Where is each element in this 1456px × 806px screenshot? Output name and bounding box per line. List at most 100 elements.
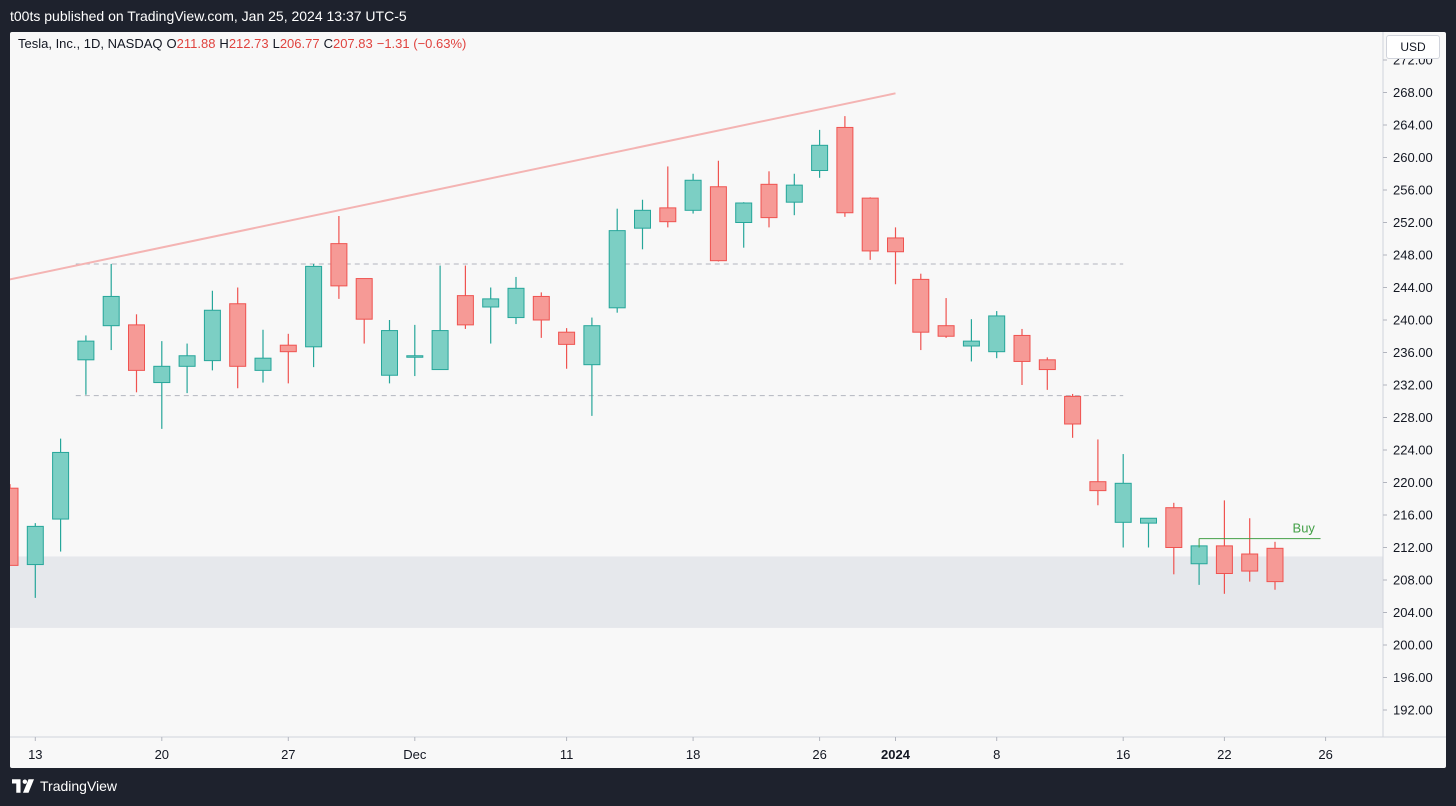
chart-panel[interactable]: Buy 272.00 268.00 264.00 260.00 256.00 252.00 2… xyxy=(10,32,1446,768)
legend-change: −1.31 (−0.63%) xyxy=(376,36,467,51)
trendline xyxy=(10,92,896,281)
candle-down xyxy=(1266,547,1284,583)
candle-up xyxy=(634,209,651,229)
price-tick-label: 220.00 xyxy=(1393,475,1433,490)
candle-down xyxy=(10,487,19,566)
candle-up xyxy=(431,330,449,371)
candle-up xyxy=(305,265,323,348)
time-tick-label: 26 xyxy=(1318,747,1332,762)
price-tick-label: 260.00 xyxy=(1393,150,1433,165)
candle-down xyxy=(912,278,930,333)
legend-close-label: C xyxy=(323,36,333,51)
price-tick-label: 208.00 xyxy=(1393,573,1433,588)
candle-down xyxy=(1013,334,1031,362)
candle-down xyxy=(558,331,576,345)
candle-up xyxy=(26,525,44,566)
time-tick-label: 20 xyxy=(155,747,169,762)
candle-up xyxy=(102,295,120,327)
candle-down xyxy=(1165,507,1183,548)
price-tick-label: 232.00 xyxy=(1393,378,1433,393)
candle-down xyxy=(760,183,778,219)
candle-up xyxy=(1114,482,1132,523)
candle-down xyxy=(1038,359,1056,371)
price-tick-label: 224.00 xyxy=(1393,443,1433,458)
candle-down xyxy=(887,237,904,253)
candle-up xyxy=(962,340,980,347)
candle-up xyxy=(178,355,196,367)
candle-up xyxy=(507,287,525,319)
candle-up xyxy=(608,230,626,309)
brand-name: TradingView xyxy=(40,778,118,794)
legend-open-label: O xyxy=(166,36,177,51)
time-tick-label: Dec xyxy=(403,747,427,762)
candle-down xyxy=(1215,545,1233,574)
legend-high-label: H xyxy=(219,36,229,51)
legend-low-label: L xyxy=(272,36,280,51)
candle-down xyxy=(229,303,247,367)
candle-up xyxy=(1190,545,1208,565)
candle-up xyxy=(77,340,95,361)
legend-close-value: 207.83 xyxy=(332,36,373,51)
candle-up xyxy=(482,298,500,308)
footer-bar: TradingView xyxy=(0,768,1456,806)
candle-up xyxy=(153,365,171,384)
candle-down xyxy=(1241,553,1259,572)
legend-open-value: 211.88 xyxy=(176,36,216,51)
candle-up xyxy=(583,325,601,366)
publish-header: t00ts published on TradingView.com, Jan … xyxy=(10,8,407,24)
price-tick-label: 268.00 xyxy=(1393,85,1433,100)
price-tick-label: 216.00 xyxy=(1393,508,1433,523)
candle-up xyxy=(406,355,424,358)
price-tick-label: 248.00 xyxy=(1393,248,1433,263)
currency-button[interactable]: USD xyxy=(1386,35,1440,59)
candle-up xyxy=(735,202,753,223)
demand-zone xyxy=(10,556,1383,628)
time-tick-label: 2024 xyxy=(881,747,911,762)
candle-down xyxy=(659,207,677,223)
price-tick-label: 200.00 xyxy=(1393,638,1433,653)
candle-down xyxy=(836,126,854,214)
time-tick-label: 13 xyxy=(28,747,42,762)
price-tick-label: 204.00 xyxy=(1393,605,1433,620)
tradingview-brand[interactable]: TradingView xyxy=(12,778,117,794)
candle-down xyxy=(279,344,297,353)
candle-down xyxy=(709,186,727,262)
price-tick-label: 256.00 xyxy=(1393,183,1433,198)
price-tick-label: 192.00 xyxy=(1393,703,1433,718)
candle-up xyxy=(684,179,702,211)
price-tick-label: 264.00 xyxy=(1393,118,1433,133)
ohlc-legend: Tesla, Inc., 1D, NASDAQ O211.88 H212.73 … xyxy=(18,36,466,51)
candle-down xyxy=(861,197,879,252)
candle-up xyxy=(381,330,398,376)
price-tick-label: 252.00 xyxy=(1393,215,1433,230)
legend-symbol: Tesla, Inc., 1D, NASDAQ xyxy=(18,36,163,51)
candle-up xyxy=(811,144,829,171)
legend-high-value: 212.73 xyxy=(228,36,269,51)
legend-low-value: 206.77 xyxy=(279,36,320,51)
candlestick-chart[interactable]: Buy272.00268.00264.00260.00256.00252.002… xyxy=(10,32,1446,768)
candle-up xyxy=(203,309,221,362)
price-tick-label: 236.00 xyxy=(1393,345,1433,360)
price-tick-label: 228.00 xyxy=(1393,410,1433,425)
time-tick-label: 27 xyxy=(281,747,295,762)
candle-down xyxy=(456,295,474,326)
candle-up xyxy=(988,315,1006,353)
time-tick-label: 8 xyxy=(993,747,1000,762)
price-tick-label: 196.00 xyxy=(1393,670,1433,685)
buy-label: Buy xyxy=(1293,521,1316,536)
candle-down xyxy=(1089,481,1107,492)
time-tick-label: 11 xyxy=(560,747,574,762)
price-tick-label: 244.00 xyxy=(1393,280,1433,295)
candle-down xyxy=(1064,395,1082,425)
price-tick-label: 212.00 xyxy=(1393,540,1433,555)
time-tick-label: 16 xyxy=(1116,747,1130,762)
candle-down xyxy=(330,243,348,287)
candle-down xyxy=(128,324,145,371)
tradingview-logo-icon xyxy=(12,779,34,793)
time-tick-label: 26 xyxy=(812,747,826,762)
candle-up xyxy=(1140,517,1157,524)
candle-up xyxy=(785,184,803,203)
time-tick-label: 18 xyxy=(686,747,700,762)
candle-down xyxy=(937,325,955,337)
